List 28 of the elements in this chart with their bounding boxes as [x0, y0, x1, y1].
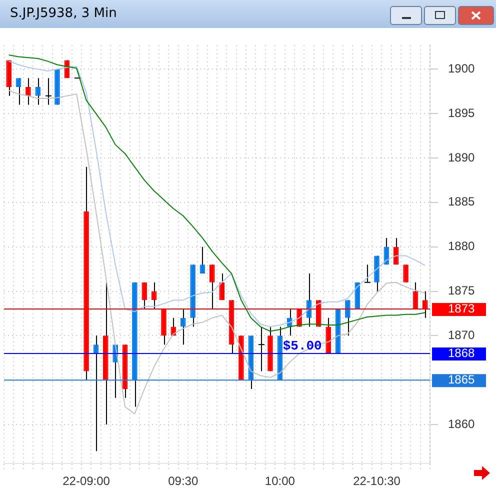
candlestick — [345, 300, 350, 336]
annotation: $5.00 — [282, 338, 322, 354]
ref-line-label: 1873 — [448, 301, 476, 316]
y-tick-label: 1865 — [448, 372, 476, 386]
candlestick — [180, 308, 186, 346]
y-tick-label: 1890 — [448, 150, 476, 164]
candlestick — [93, 335, 99, 452]
x-tick-label: 09:30 — [168, 474, 198, 488]
candlestick — [35, 78, 41, 106]
y-tick-label: 1885 — [448, 194, 476, 209]
chart-title: S.JP.J5938, 3 Min — [10, 6, 117, 21]
y-tick-label: 1875 — [448, 284, 476, 298]
candlestick — [16, 78, 22, 106]
candlestick — [200, 246, 206, 274]
candlestick — [258, 326, 265, 372]
x-tick-label: 10:00 — [264, 474, 296, 488]
candlestick — [364, 264, 371, 283]
y-tick-label: 1895 — [448, 106, 476, 120]
candlestick — [45, 78, 52, 106]
ref-line-label: 1868 — [448, 346, 476, 360]
x-tick-label: 22-10:30 — [353, 474, 401, 488]
y-tick-label: 1860 — [448, 416, 476, 431]
candlestick — [26, 78, 31, 106]
y-tick-label: 1870 — [448, 328, 476, 342]
y-tick-label: 1880 — [448, 239, 476, 254]
x-tick-label: 22-09:00 — [62, 474, 110, 488]
y-tick-label: 1900 — [448, 61, 476, 76]
candlestick — [219, 273, 225, 301]
